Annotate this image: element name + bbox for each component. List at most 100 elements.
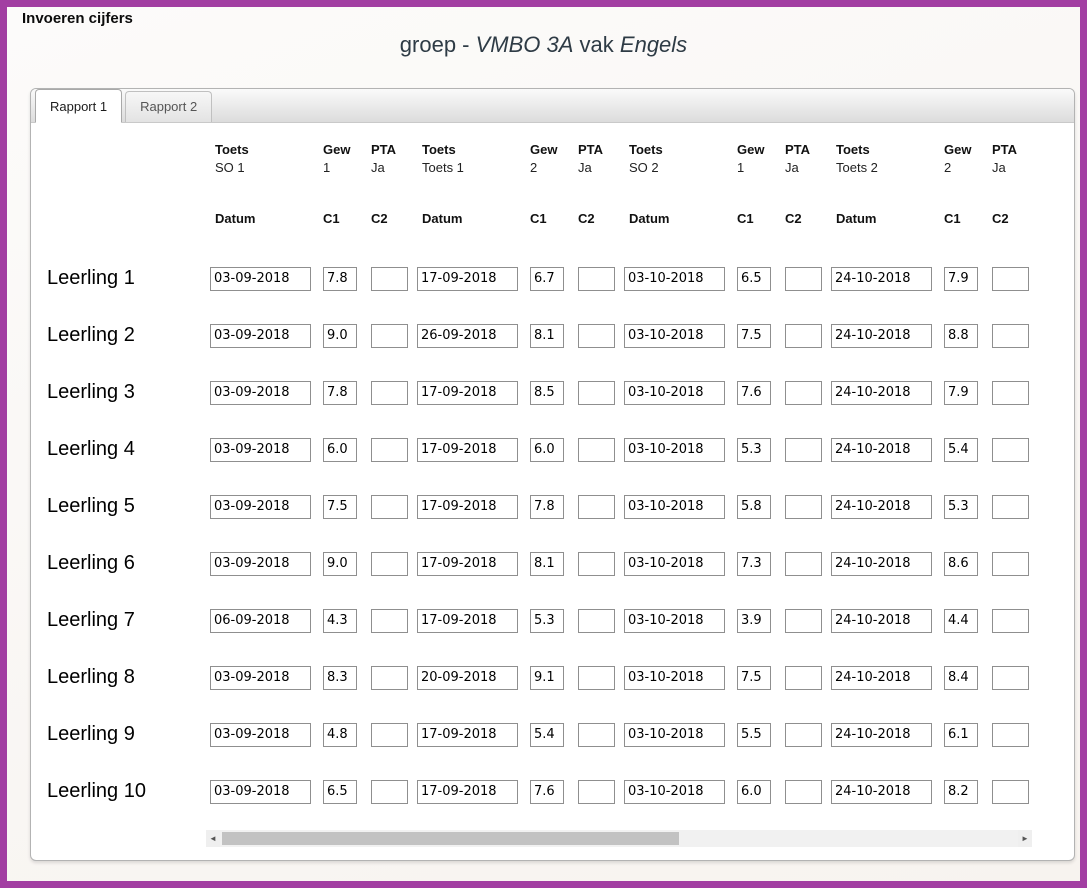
datum-input[interactable] (624, 494, 725, 519)
datum-input[interactable] (831, 494, 932, 519)
c2-input[interactable] (578, 437, 615, 462)
c2-input[interactable] (992, 266, 1029, 291)
c2-input[interactable] (371, 437, 408, 462)
scrollbar-thumb[interactable] (222, 832, 679, 845)
c1-input[interactable] (323, 551, 357, 576)
datum-input[interactable] (831, 608, 932, 633)
c1-input[interactable] (530, 608, 564, 633)
c2-input[interactable] (371, 722, 408, 747)
c2-input[interactable] (578, 722, 615, 747)
c2-input[interactable] (371, 323, 408, 348)
datum-input[interactable] (417, 266, 518, 291)
scroll-right-button[interactable]: ► (1018, 830, 1032, 847)
datum-input[interactable] (624, 380, 725, 405)
c2-input[interactable] (785, 665, 822, 690)
c2-input[interactable] (371, 380, 408, 405)
c1-input[interactable] (530, 323, 564, 348)
c1-input[interactable] (944, 266, 978, 291)
c2-input[interactable] (785, 380, 822, 405)
datum-input[interactable] (417, 551, 518, 576)
c2-input[interactable] (785, 437, 822, 462)
datum-input[interactable] (624, 437, 725, 462)
datum-input[interactable] (624, 779, 725, 804)
datum-input[interactable] (831, 266, 932, 291)
c1-input[interactable] (323, 779, 357, 804)
c2-input[interactable] (785, 779, 822, 804)
datum-input[interactable] (624, 665, 725, 690)
c1-input[interactable] (323, 665, 357, 690)
c2-input[interactable] (785, 722, 822, 747)
c1-input[interactable] (530, 551, 564, 576)
c1-input[interactable] (737, 266, 771, 291)
datum-input[interactable] (831, 380, 932, 405)
datum-input[interactable] (831, 779, 932, 804)
c1-input[interactable] (944, 494, 978, 519)
c2-input[interactable] (992, 437, 1029, 462)
c1-input[interactable] (323, 380, 357, 405)
c2-input[interactable] (992, 551, 1029, 576)
c1-input[interactable] (737, 608, 771, 633)
datum-input[interactable] (831, 437, 932, 462)
c1-input[interactable] (530, 380, 564, 405)
datum-input[interactable] (210, 380, 311, 405)
c2-input[interactable] (371, 665, 408, 690)
c2-input[interactable] (578, 608, 615, 633)
datum-input[interactable] (210, 494, 311, 519)
c1-input[interactable] (944, 608, 978, 633)
c1-input[interactable] (737, 437, 771, 462)
c2-input[interactable] (371, 266, 408, 291)
datum-input[interactable] (624, 323, 725, 348)
datum-input[interactable] (210, 722, 311, 747)
c1-input[interactable] (737, 722, 771, 747)
datum-input[interactable] (624, 722, 725, 747)
c1-input[interactable] (737, 665, 771, 690)
c1-input[interactable] (944, 665, 978, 690)
datum-input[interactable] (624, 266, 725, 291)
datum-input[interactable] (210, 437, 311, 462)
datum-input[interactable] (831, 722, 932, 747)
c1-input[interactable] (737, 380, 771, 405)
c1-input[interactable] (530, 779, 564, 804)
c2-input[interactable] (785, 494, 822, 519)
datum-input[interactable] (417, 608, 518, 633)
c1-input[interactable] (323, 608, 357, 633)
c2-input[interactable] (371, 779, 408, 804)
datum-input[interactable] (210, 779, 311, 804)
datum-input[interactable] (210, 323, 311, 348)
tab-rapport-2[interactable]: Rapport 2 (125, 91, 213, 122)
c2-input[interactable] (992, 722, 1029, 747)
horizontal-scrollbar[interactable]: ◄ ► (206, 830, 1032, 847)
c1-input[interactable] (323, 494, 357, 519)
c2-input[interactable] (578, 551, 615, 576)
c2-input[interactable] (578, 665, 615, 690)
scroll-left-button[interactable]: ◄ (206, 830, 220, 847)
datum-input[interactable] (210, 665, 311, 690)
datum-input[interactable] (210, 608, 311, 633)
c1-input[interactable] (530, 266, 564, 291)
datum-input[interactable] (417, 380, 518, 405)
c2-input[interactable] (992, 494, 1029, 519)
c2-input[interactable] (371, 494, 408, 519)
datum-input[interactable] (831, 665, 932, 690)
datum-input[interactable] (624, 608, 725, 633)
c1-input[interactable] (323, 323, 357, 348)
c1-input[interactable] (737, 779, 771, 804)
c2-input[interactable] (992, 323, 1029, 348)
c2-input[interactable] (578, 779, 615, 804)
datum-input[interactable] (417, 665, 518, 690)
c1-input[interactable] (944, 323, 978, 348)
c1-input[interactable] (944, 722, 978, 747)
datum-input[interactable] (210, 551, 311, 576)
c1-input[interactable] (323, 437, 357, 462)
c2-input[interactable] (785, 608, 822, 633)
c2-input[interactable] (992, 608, 1029, 633)
c2-input[interactable] (785, 266, 822, 291)
c1-input[interactable] (530, 494, 564, 519)
datum-input[interactable] (210, 266, 311, 291)
c2-input[interactable] (371, 608, 408, 633)
datum-input[interactable] (417, 494, 518, 519)
c1-input[interactable] (323, 266, 357, 291)
c1-input[interactable] (944, 437, 978, 462)
datum-input[interactable] (624, 551, 725, 576)
c1-input[interactable] (737, 323, 771, 348)
